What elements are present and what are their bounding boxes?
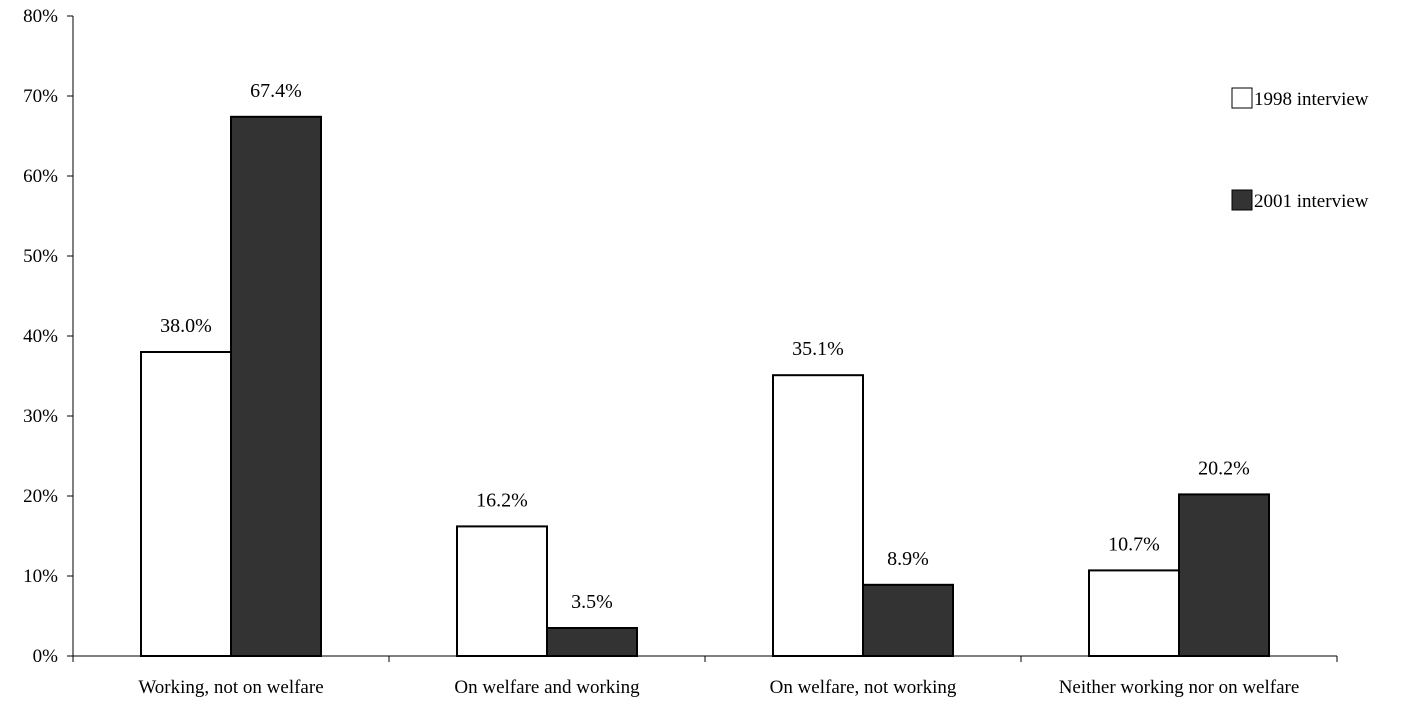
bar-series-0-3: [1088, 569, 1180, 658]
y-axis: 0% 10% 20% 30% 40% 50% 60% 70% 80%: [23, 6, 74, 667]
legend: 1998 interview 2001 interview: [1231, 87, 1369, 212]
y-tick-label: 20%: [23, 486, 58, 507]
legend-label-0: 1998 interview: [1254, 89, 1369, 110]
bars-group: [140, 115, 1270, 658]
data-label: 10.7%: [1108, 533, 1160, 555]
x-axis: Working, not on welfare On welfare and wo…: [72, 655, 1338, 698]
bar-series-0-2: [772, 374, 864, 657]
y-tick-label: 60%: [23, 166, 58, 187]
y-tick-label: 50%: [23, 246, 58, 267]
data-labels-group: 38.0% 67.4% 16.2% 3.5% 35.1% 8.9% 10.7% 20.2%: [160, 80, 1250, 613]
data-label: 8.9%: [887, 548, 929, 570]
y-tick-label: 30%: [23, 406, 58, 427]
x-category-label: On welfare and working: [454, 677, 640, 698]
data-label: 16.2%: [476, 489, 528, 511]
bar-series-1-1: [546, 627, 638, 657]
y-tick-label: 0%: [33, 646, 59, 667]
data-label: 20.2%: [1198, 457, 1250, 479]
y-tick-label: 80%: [23, 6, 58, 27]
y-tick-label: 10%: [23, 566, 58, 587]
legend-label-1: 2001 interview: [1254, 191, 1369, 212]
bar-series-1-3: [1178, 493, 1270, 657]
data-label: 67.4%: [250, 80, 302, 102]
x-category-label: Neither working nor on welfare: [1059, 677, 1300, 698]
y-tick-label: 40%: [23, 326, 58, 347]
bar-series-0-1: [456, 525, 548, 658]
x-category-label: Working, not on welfare: [138, 677, 323, 698]
data-label: 3.5%: [571, 591, 613, 613]
bar-series-1-0: [230, 115, 322, 658]
data-label: 35.1%: [792, 338, 844, 360]
bar-series-1-2: [862, 583, 954, 657]
legend-swatch-0: [1231, 87, 1253, 109]
y-tick-label: 70%: [23, 86, 58, 107]
bar-series-0-0: [140, 351, 232, 657]
legend-swatch-1: [1231, 189, 1253, 211]
data-label: 38.0%: [160, 315, 212, 337]
x-category-label: On welfare, not working: [770, 677, 957, 698]
